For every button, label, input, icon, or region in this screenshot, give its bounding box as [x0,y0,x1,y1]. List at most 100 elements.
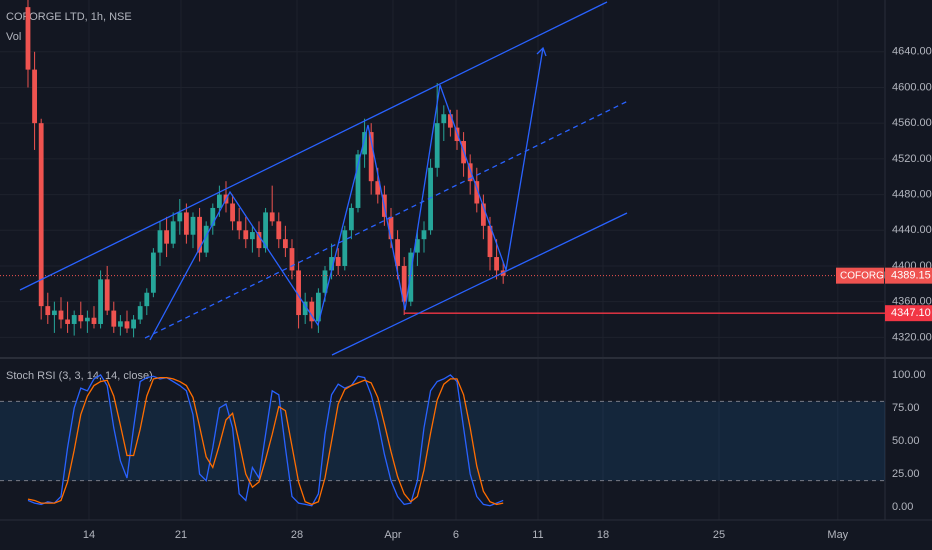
candle-body [414,239,420,253]
last-price-label: 4389.15 [891,270,931,282]
level-label: 4347.10 [891,307,931,319]
candle-body [315,292,321,322]
volume-label: Vol [6,31,21,43]
candle-body [434,123,440,168]
x-tick-label: Apr [384,529,401,541]
y-tick-label: 25.00 [892,468,920,480]
x-tick-label: May [827,529,848,541]
x-tick-label: 18 [597,529,609,541]
candle-body [408,252,414,302]
candle-body [355,154,361,208]
candle-body [104,279,110,311]
candle-body [309,301,315,322]
level-tag [885,305,932,322]
stoch-line [27,374,504,507]
last-price-name-tag [836,267,884,284]
band-fill [0,401,885,481]
channel-upper [19,1,608,291]
candle-body [78,315,84,322]
candle-body [150,252,156,293]
candle-body [428,167,433,231]
candle-body [447,114,453,128]
candle-body [342,230,348,266]
candle-body [421,230,427,240]
projection-path [149,47,544,341]
candle-body [375,181,381,195]
candle-body [38,123,44,307]
candle-body [32,69,37,124]
candle-body [480,203,486,226]
candle-body [441,114,447,124]
y-tick-label: 0.00 [892,501,913,513]
candle-body [157,230,163,253]
candle-body [203,225,209,253]
candle-body [302,301,308,316]
y-tick-label: 4440.00 [892,224,932,236]
candle-body [256,232,262,249]
candle-body [362,132,367,155]
candle-body [474,181,480,204]
y-tick-label: 4480.00 [892,188,932,200]
candle-body [322,270,328,293]
candle-body [137,306,143,320]
indicator-title: Stoch RSI (3, 3, 14, 14, close) [6,370,153,382]
candle-body [395,239,400,266]
candle-body [164,230,169,244]
candle-body [210,207,216,226]
candle-body [98,279,103,324]
candle-body [276,221,282,240]
candle-body [117,321,123,327]
candle-body [243,230,249,240]
y-tick-label: 4600.00 [892,81,932,93]
candle-body [401,265,407,302]
candle-body [111,310,117,327]
candle-body [230,203,235,222]
candle-body [144,292,150,307]
stoch-line [27,376,504,506]
last-price-tag [885,267,932,284]
arrow-head [536,46,547,57]
candle-body [25,7,31,70]
candle-body [124,321,130,329]
candle-body [249,232,255,240]
y-tick-label: 100.00 [892,369,926,381]
channel-lower [331,212,628,356]
candle-body [368,132,374,182]
candle-body [45,306,51,316]
candle-body [177,212,183,222]
y-tick-label: 4520.00 [892,153,932,165]
last-price-name: COFORGE [840,270,891,281]
candle-body [348,207,354,231]
y-tick-label: 4640.00 [892,46,932,58]
x-tick-label: 6 [453,529,459,541]
candle-body [65,319,70,324]
x-tick-label: 21 [175,529,187,541]
candle-body [335,257,341,266]
y-tick-label: 4320.00 [892,331,932,343]
candle-body [58,310,64,320]
candle-body [190,216,196,235]
candle-body [51,310,57,316]
y-tick-label: 4560.00 [892,117,932,129]
candle-body [282,239,288,249]
candle-body [296,270,301,316]
candle-body [467,163,473,182]
drawings [19,1,629,356]
candle-body [388,216,394,240]
candle-body [263,212,268,249]
x-tick-label: 11 [532,529,543,541]
candle-body [269,212,275,222]
candle-body [131,319,136,329]
chart-title: COFORGE LTD, 1h, NSE [6,11,132,23]
candle-body [236,221,242,231]
candle-body [170,221,176,244]
candle-body [329,257,334,271]
candle-body [183,212,189,235]
y-tick-label: 50.00 [892,435,920,447]
y-tick-label: 75.00 [892,402,920,414]
candle-body [197,216,202,253]
x-tick-label: 25 [713,529,725,541]
candle-body [216,194,222,208]
